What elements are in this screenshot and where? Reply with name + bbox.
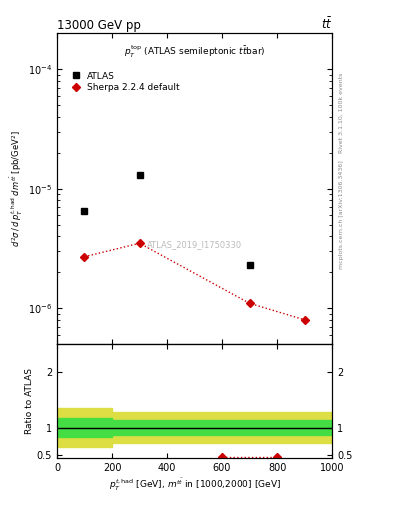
Line: Sherpa 2.2.4 default: Sherpa 2.2.4 default	[82, 241, 307, 323]
Legend: ATLAS, Sherpa 2.2.4 default: ATLAS, Sherpa 2.2.4 default	[67, 69, 182, 95]
Text: $t\bar{t}$: $t\bar{t}$	[321, 17, 332, 32]
Y-axis label: Ratio to ATLAS: Ratio to ATLAS	[25, 368, 34, 434]
Line: ATLAS: ATLAS	[81, 172, 253, 268]
Text: mcplots.cern.ch [arXiv:1306.3436]: mcplots.cern.ch [arXiv:1306.3436]	[339, 161, 344, 269]
ATLAS	[137, 172, 142, 178]
Sherpa 2.2.4 default	[247, 300, 252, 306]
Y-axis label: $d^2\sigma\,/\,d\,p_T^{t,\mathrm{had}}\,d\,m^{t\bar{t}}$ [pb/GeV$^2$]: $d^2\sigma\,/\,d\,p_T^{t,\mathrm{had}}\,…	[9, 131, 25, 247]
Sherpa 2.2.4 default	[137, 240, 142, 246]
Text: $p_T^{\mathrm{top}}$ (ATLAS semileptonic $t\bar{t}$bar): $p_T^{\mathrm{top}}$ (ATLAS semileptonic…	[124, 44, 265, 60]
Sherpa 2.2.4 default	[82, 253, 87, 260]
Text: Rivet 3.1.10, 100k events: Rivet 3.1.10, 100k events	[339, 73, 344, 153]
Text: 13000 GeV pp: 13000 GeV pp	[57, 19, 141, 32]
ATLAS	[247, 262, 252, 268]
Text: ATLAS_2019_I1750330: ATLAS_2019_I1750330	[147, 240, 242, 249]
ATLAS	[82, 208, 87, 214]
X-axis label: $p_T^{t,\mathrm{had}}$ [GeV], $m^{t\bar{t}}$ in [1000,2000] [GeV]: $p_T^{t,\mathrm{had}}$ [GeV], $m^{t\bar{…	[108, 477, 281, 494]
Sherpa 2.2.4 default	[302, 317, 307, 323]
